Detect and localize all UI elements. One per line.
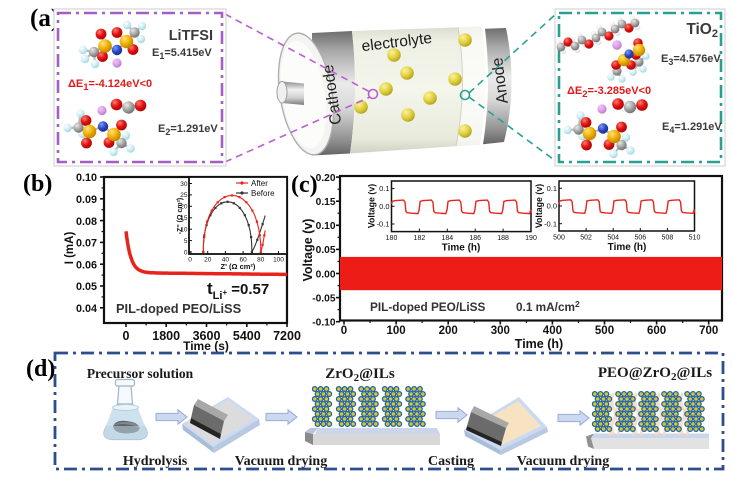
svg-text:Vacuum drying: Vacuum drying <box>235 454 327 469</box>
svg-text:25: 25 <box>180 192 188 199</box>
svg-text:PIL-doped PEO/LiSS: PIL-doped PEO/LiSS <box>116 301 242 316</box>
svg-text:700: 700 <box>699 325 718 337</box>
svg-text:Voltage (v): Voltage (v) <box>367 184 377 228</box>
svg-text:PIL-doped PEO/LiSS: PIL-doped PEO/LiSS <box>370 300 485 314</box>
svg-text:-0.05: -0.05 <box>312 293 336 304</box>
svg-text:Precursor solution: Precursor solution <box>87 366 194 381</box>
svg-text:Hydrolysis: Hydrolysis <box>123 454 188 469</box>
svg-text:Voltage (v): Voltage (v) <box>301 219 315 282</box>
svg-text:0.0: 0.0 <box>379 202 389 211</box>
svg-text:506: 506 <box>634 235 646 242</box>
svg-text:0.05: 0.05 <box>76 281 97 293</box>
svg-text:184: 184 <box>441 235 453 242</box>
svg-text:tLi+ =0.57: tLi+ =0.57 <box>207 279 269 302</box>
svg-text:-0.1: -0.1 <box>544 219 557 228</box>
svg-text:190: 190 <box>525 235 537 242</box>
svg-text:0.04: 0.04 <box>76 303 97 315</box>
svg-text:502: 502 <box>580 235 592 242</box>
svg-text:0.00: 0.00 <box>316 269 336 280</box>
svg-text:Before: Before <box>251 189 275 198</box>
svg-text:0: 0 <box>188 257 192 264</box>
svg-text:Vacuum drying: Vacuum drying <box>517 454 609 469</box>
svg-text:0.1: 0.1 <box>379 184 389 193</box>
svg-text:0.10: 0.10 <box>316 221 336 232</box>
svg-text:60: 60 <box>239 257 247 264</box>
svg-text:ZrO2@ILs: ZrO2@ILs <box>325 366 395 384</box>
svg-text:0.20: 0.20 <box>316 173 336 184</box>
svg-text:0: 0 <box>341 325 347 337</box>
svg-text:0.09: 0.09 <box>76 194 97 206</box>
svg-text:0.08: 0.08 <box>76 216 97 228</box>
svg-text:30: 30 <box>180 181 188 188</box>
svg-text:20: 20 <box>204 257 212 264</box>
svg-text:Anode: Anode <box>489 56 512 104</box>
svg-text:300: 300 <box>491 325 510 337</box>
svg-text:0: 0 <box>123 329 130 343</box>
svg-text:-0.10: -0.10 <box>312 318 336 329</box>
svg-text:0.05: 0.05 <box>316 245 336 256</box>
svg-text:I (mA): I (mA) <box>64 232 76 265</box>
svg-text:400: 400 <box>543 325 562 337</box>
svg-text:100: 100 <box>387 325 406 337</box>
svg-text:Time (s): Time (s) <box>183 339 229 353</box>
svg-text:ΔE2=-3.285eV<0: ΔE2=-3.285eV<0 <box>567 85 651 100</box>
svg-text:0.10: 0.10 <box>76 172 97 184</box>
svg-text:80: 80 <box>257 257 265 264</box>
svg-text:Z' (Ω cm²): Z' (Ω cm²) <box>221 262 256 271</box>
svg-text:(d): (d) <box>26 356 55 382</box>
svg-text:500: 500 <box>553 235 565 242</box>
svg-text:3600: 3600 <box>193 329 221 343</box>
svg-text:Voltage (v): Voltage (v) <box>534 184 544 228</box>
svg-text:1800: 1800 <box>152 329 180 343</box>
svg-text:E1=5.415eV: E1=5.415eV <box>152 47 212 61</box>
svg-text:510: 510 <box>689 235 701 242</box>
svg-text:100: 100 <box>273 257 284 264</box>
svg-text:Time (h): Time (h) <box>608 242 647 253</box>
svg-text:500: 500 <box>595 325 614 337</box>
svg-text:After: After <box>251 179 268 188</box>
svg-text:0.1: 0.1 <box>547 184 557 193</box>
svg-text:40: 40 <box>222 257 230 264</box>
svg-text:5400: 5400 <box>233 329 261 343</box>
svg-text:188: 188 <box>497 235 509 242</box>
svg-text:186: 186 <box>469 235 481 242</box>
svg-text:0.06: 0.06 <box>76 259 97 271</box>
svg-text:ΔE1=-4.124eV<0: ΔE1=-4.124eV<0 <box>68 78 152 93</box>
svg-text:Time (h): Time (h) <box>515 337 563 351</box>
svg-text:PEO@ZrO2@ILs: PEO@ZrO2@ILs <box>598 365 712 383</box>
svg-text:-0.1: -0.1 <box>377 220 390 229</box>
svg-text:-Z'' (Ω cm²): -Z'' (Ω cm²) <box>177 198 184 235</box>
svg-text:LiTFSI: LiTFSI <box>169 28 213 44</box>
svg-text:20: 20 <box>180 204 188 211</box>
svg-text:(c): (c) <box>291 172 318 198</box>
svg-text:508: 508 <box>662 235 674 242</box>
svg-text:600: 600 <box>647 325 666 337</box>
svg-text:E2=1.291eV: E2=1.291eV <box>158 123 218 137</box>
svg-text:0.15: 0.15 <box>316 197 336 208</box>
svg-text:5: 5 <box>184 238 188 245</box>
svg-text:7200: 7200 <box>273 329 301 343</box>
svg-text:0: 0 <box>184 249 188 256</box>
svg-text:0.1 mA/cm2: 0.1 mA/cm2 <box>516 299 580 314</box>
svg-text:0.0: 0.0 <box>547 202 557 211</box>
svg-text:200: 200 <box>439 325 458 337</box>
svg-text:182: 182 <box>414 235 426 242</box>
svg-text:10: 10 <box>180 227 188 234</box>
svg-text:15: 15 <box>180 215 188 222</box>
svg-text:TiO2: TiO2 <box>686 21 718 40</box>
svg-text:E3=4.576eV: E3=4.576eV <box>661 53 721 67</box>
svg-text:E4=1.291eV: E4=1.291eV <box>662 121 722 135</box>
svg-text:Time (h): Time (h) <box>442 243 481 254</box>
svg-text:180: 180 <box>386 235 398 242</box>
svg-text:504: 504 <box>607 235 619 242</box>
svg-text:(b): (b) <box>23 171 52 197</box>
svg-text:0.07: 0.07 <box>76 238 97 250</box>
svg-text:Casting: Casting <box>428 454 474 469</box>
